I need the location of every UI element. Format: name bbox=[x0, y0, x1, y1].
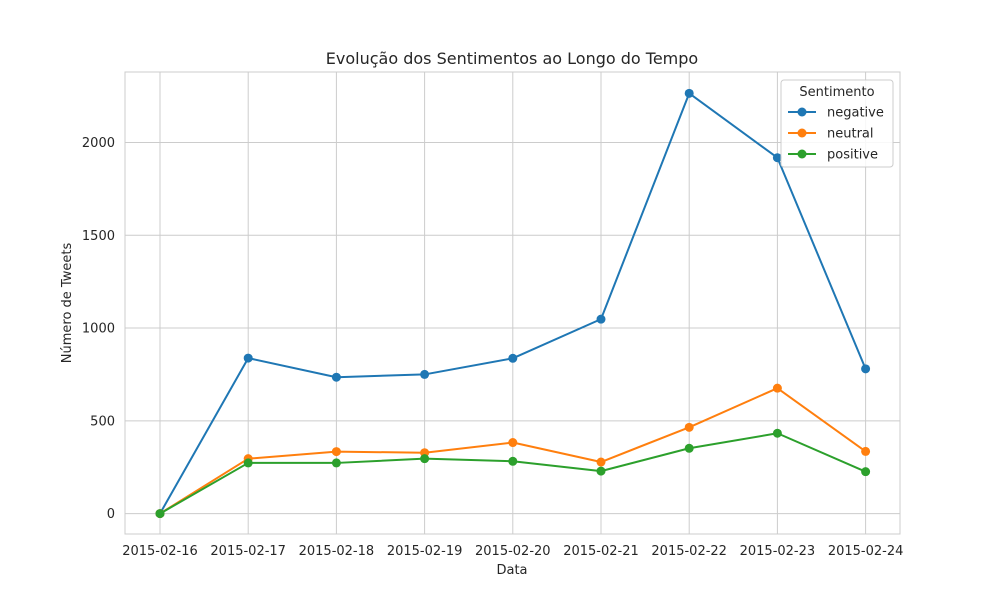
series-negative bbox=[155, 88, 871, 519]
legend-marker bbox=[797, 107, 807, 117]
chart-title: Evolução dos Sentimentos ao Longo do Tem… bbox=[326, 49, 698, 68]
data-point-positive bbox=[243, 458, 253, 468]
x-tick-label: 2015-02-23 bbox=[740, 544, 816, 559]
data-point-positive bbox=[420, 454, 430, 464]
series-positive bbox=[155, 428, 871, 519]
data-point-negative bbox=[508, 353, 518, 363]
legend-entries: negative neutral positive bbox=[788, 106, 884, 163]
legend-entry-positive: positive bbox=[788, 148, 878, 163]
data-point-neutral bbox=[331, 447, 341, 457]
legend: Sentimento negative neutral positive bbox=[780, 79, 894, 168]
legend-marker bbox=[797, 149, 807, 159]
data-point-neutral bbox=[861, 446, 871, 456]
y-tick-label: 1500 bbox=[82, 229, 115, 244]
data-point-negative bbox=[331, 372, 341, 382]
legend-label: negative bbox=[827, 106, 884, 121]
y-tick-label: 500 bbox=[90, 414, 115, 429]
legend-marker bbox=[797, 128, 807, 138]
data-point-negative bbox=[596, 314, 606, 324]
x-tick-label: 2015-02-16 bbox=[122, 544, 198, 559]
data-point-negative bbox=[243, 353, 253, 363]
x-tick-label: 2015-02-19 bbox=[387, 544, 463, 559]
y-tick-label: 1000 bbox=[82, 322, 115, 337]
data-point-negative bbox=[861, 364, 871, 374]
x-tick-label: 2015-02-20 bbox=[475, 544, 551, 559]
legend-label: positive bbox=[827, 148, 878, 163]
plot-frame bbox=[124, 71, 901, 535]
x-tick-label: 2015-02-22 bbox=[651, 544, 727, 559]
data-point-neutral bbox=[596, 457, 606, 467]
data-point-positive bbox=[331, 458, 341, 468]
data-point-positive bbox=[155, 509, 165, 519]
data-point-positive bbox=[684, 443, 694, 453]
x-tick-label: 2015-02-17 bbox=[210, 544, 286, 559]
y-tick-label: 0 bbox=[107, 507, 115, 522]
x-tick-label: 2015-02-18 bbox=[299, 544, 375, 559]
data-point-positive bbox=[861, 467, 871, 477]
data-point-negative bbox=[420, 369, 430, 379]
y-tick-label: 2000 bbox=[82, 136, 115, 151]
legend-entry-negative: negative bbox=[788, 106, 884, 121]
data-point-neutral bbox=[772, 383, 782, 393]
data-point-positive bbox=[596, 466, 606, 476]
legend-entry-neutral: neutral bbox=[788, 127, 874, 142]
legend-title: Sentimento bbox=[799, 85, 874, 100]
series-lines bbox=[155, 88, 871, 519]
tick-labels: 2015-02-16 2015-02-17 2015-02-18 2015-02-19… bbox=[82, 136, 903, 559]
data-point-negative bbox=[772, 153, 782, 163]
legend-label: neutral bbox=[827, 127, 874, 142]
data-point-negative bbox=[684, 88, 694, 98]
data-point-neutral bbox=[508, 438, 518, 448]
y-axis-label: Número de Tweets bbox=[60, 243, 75, 364]
data-point-positive bbox=[508, 456, 518, 466]
data-point-positive bbox=[772, 428, 782, 438]
x-tick-label: 2015-02-24 bbox=[828, 544, 904, 559]
x-tick-label: 2015-02-21 bbox=[563, 544, 639, 559]
data-point-neutral bbox=[684, 422, 694, 432]
legend-box bbox=[780, 79, 894, 168]
x-axis-label: Data bbox=[496, 563, 527, 578]
